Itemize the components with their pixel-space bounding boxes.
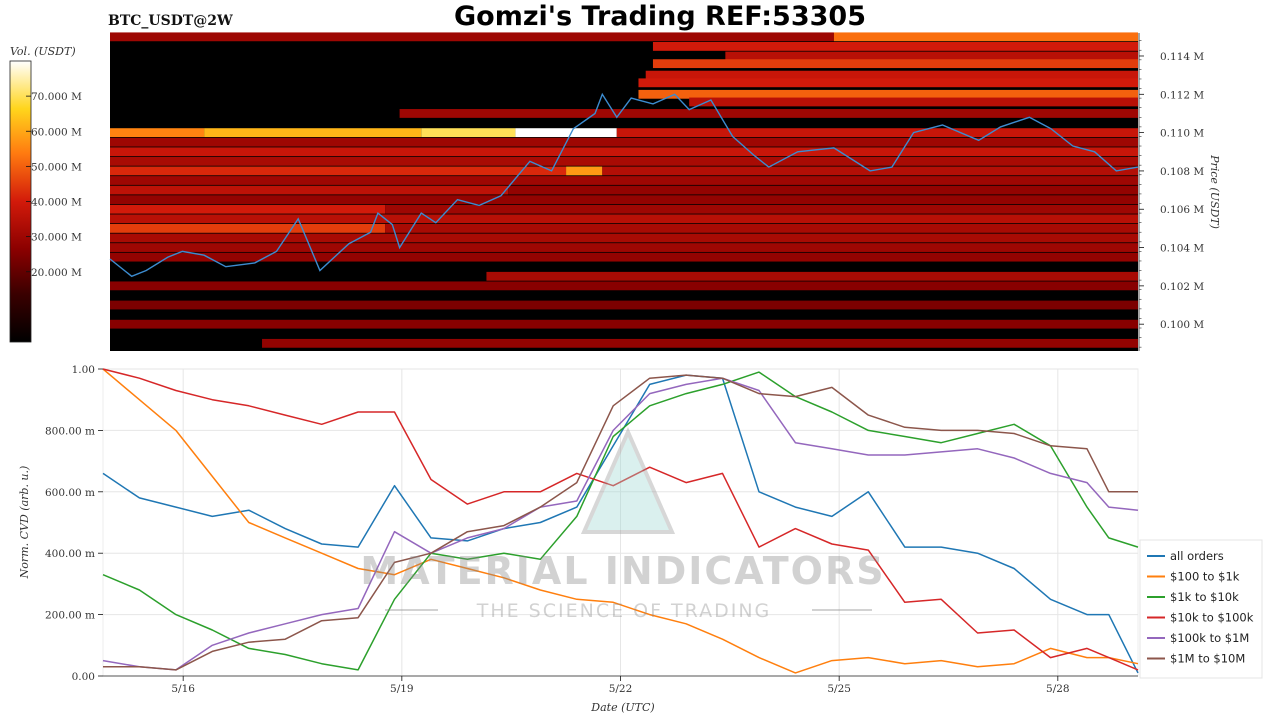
- cvd-x-tick-label: 5/22: [609, 683, 633, 695]
- chart-title: Gomzi's Trading REF:53305: [454, 1, 866, 32]
- legend-box: [1139, 539, 1263, 679]
- heatmap-cell: [110, 137, 1138, 147]
- cvd-series-line: [102, 368, 1139, 674]
- colorbar-tick-label: 60.000 M: [31, 126, 82, 138]
- heatmap-cell: [725, 51, 1138, 61]
- cvd-y-tick-label: 1.00: [72, 364, 95, 376]
- heatmap-cell: [638, 78, 1138, 88]
- heatmap-cell: [110, 32, 834, 42]
- heatmap-panel: 0.100 M 0.102 M 0.104 M 0.106 M 0.108 M 0.110…: [109, 32, 1221, 351]
- price-tick-label: 0.106 M: [1160, 204, 1204, 216]
- heatmap-cell: [385, 204, 1138, 214]
- heatmap-cell: [110, 319, 1138, 329]
- colorbar-tick-label: 30.000 M: [31, 232, 82, 244]
- heatmap-cell: [110, 252, 1138, 262]
- heatmap-cell: [652, 59, 1138, 69]
- heatmap-cell: [110, 166, 567, 176]
- legend-label: $100k to $1M: [1170, 631, 1249, 645]
- cvd-y-axis-label: Norm. CVD (arb. u.): [18, 466, 31, 580]
- legend-label: $1k to $10k: [1170, 590, 1239, 604]
- cvd-panel: 0.00 200.00 m 400.00 m 600.00 m 800.00 m 1.00…: [18, 364, 1139, 714]
- colorbar-tick-label: 20.000 M: [31, 267, 82, 279]
- heatmap-cell: [421, 128, 516, 138]
- cvd-series-line: [103, 374, 1138, 671]
- heatmap-cell: [262, 338, 1138, 348]
- heatmap-cell: [204, 128, 422, 138]
- heatmap-cell: [110, 147, 1138, 157]
- price-tick-label: 0.104 M: [1160, 243, 1204, 255]
- cvd-series-line: [102, 371, 1139, 671]
- cvd-x-tick-label: 5/16: [171, 683, 195, 695]
- cvd-x-tick-label: 5/25: [827, 683, 851, 695]
- legend-label: $100 to $1k: [1170, 570, 1240, 584]
- price-tick-label: 0.108 M: [1160, 166, 1204, 178]
- legend-label: $10k to $100k: [1170, 611, 1254, 625]
- watermark-brand: MATERIAL INDICATORS: [360, 549, 885, 593]
- price-line: [109, 92, 1139, 278]
- colorbar-tick-label: 40.000 M: [31, 197, 82, 209]
- heatmap-cell: [110, 243, 1138, 252]
- heatmap-cell: [645, 70, 1138, 80]
- cvd-y-tick-label: 800.00 m: [45, 425, 95, 437]
- legend-label: all orders: [1170, 549, 1224, 563]
- price-tick-label: 0.114 M: [1160, 51, 1204, 63]
- heatmap-cell: [689, 97, 1138, 107]
- heatmap-cell: [110, 281, 1138, 291]
- heatmap-cell: [110, 300, 1138, 310]
- legend: all orders $100 to $1k $1k to $10k $10k to …: [1139, 539, 1263, 679]
- cvd-x-tick-label: 5/19: [390, 683, 414, 695]
- heatmap-cell: [616, 128, 1138, 138]
- colorbar-tick-label: 50.000 M: [31, 161, 82, 173]
- cvd-x-tick-label: 5/28: [1046, 683, 1070, 695]
- heatmap-cell: [385, 223, 1138, 233]
- price-tick-label: 0.102 M: [1160, 281, 1204, 293]
- cvd-y-tick-label: 0.00: [72, 671, 95, 683]
- cvd-series-line: [102, 377, 1139, 671]
- heatmap-cell: [652, 42, 1138, 51]
- cvd-series-line: [102, 368, 1139, 671]
- price-tick-label: 0.112 M: [1160, 89, 1204, 101]
- heatmap-cell: [110, 214, 1138, 224]
- heatmap-cell: [486, 271, 1139, 281]
- heatmap-cell: [110, 195, 1138, 205]
- heatmap-cell: [515, 128, 617, 138]
- cvd-x-axis-label: Date (UTC): [590, 701, 654, 714]
- cvd-y-tick-label: 200.00 m: [45, 610, 95, 622]
- price-axis-label: Price (USDT): [1208, 154, 1221, 229]
- watermark-logo-icon: [580, 427, 676, 534]
- heatmap-cell: [508, 185, 1138, 195]
- heatmap-cell: [110, 223, 386, 233]
- price-tick-label: 0.100 M: [1160, 319, 1204, 331]
- legend-label: $1M to $10M: [1170, 652, 1245, 666]
- cvd-y-tick-label: 400.00 m: [45, 548, 95, 560]
- heatmap-cell: [110, 204, 386, 214]
- cvd-y-tick-label: 600.00 m: [45, 487, 95, 499]
- colorbar-tick-label: 70.000 M: [31, 91, 82, 103]
- heatmap-cell: [110, 176, 1138, 185]
- price-tick-label: 0.110 M: [1160, 128, 1204, 140]
- heatmap-cell: [638, 89, 1138, 99]
- heatmap-cell: [110, 156, 1138, 166]
- heatmap-cell: [833, 32, 1138, 42]
- colorbar: Vol. (USDT) 20.000 M 30.000 M 40.000 M 50.0…: [9, 45, 82, 343]
- cvd-series-line: [102, 374, 1139, 674]
- colorbar-label: Vol. (USDT): [10, 45, 76, 58]
- symbol-label: BTC_USDT@2W: [108, 13, 233, 29]
- heatmap-cell: [110, 128, 205, 138]
- heatmap-cell: [110, 233, 1138, 243]
- watermark-tagline: THE SCIENCE OF TRADING: [476, 600, 772, 622]
- watermark: MATERIAL INDICATORS THE SCIENCE OF TRADI…: [360, 427, 885, 622]
- heatmap-cell: [110, 185, 509, 195]
- heatmap-cell: [399, 109, 1138, 118]
- heatmap-cell: [566, 166, 603, 176]
